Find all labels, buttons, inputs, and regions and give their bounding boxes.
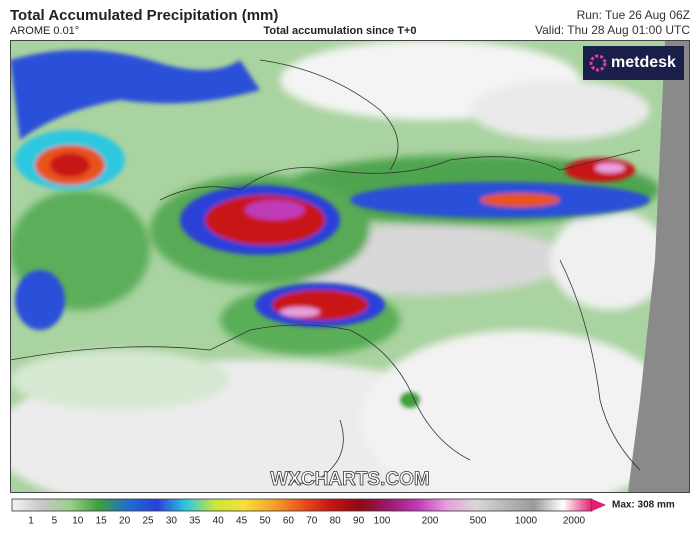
colorbar-max: Max: 308 mm — [612, 500, 675, 511]
colorbar-ticks: 1 5 10 15 20 25 30 35 40 45 50 60 70 80 90 100 200 500 100… — [28, 516, 585, 527]
colorbar-tick-label: 70 — [306, 516, 318, 527]
colorbar-tick-label: 100 — [374, 516, 391, 527]
colorbar-tick-label: 2000 — [563, 516, 586, 527]
map-frame — [10, 40, 690, 493]
colorbar-tick-label: 40 — [213, 516, 225, 527]
colorbar-tick-label: 1000 — [515, 516, 538, 527]
colorbar-tick-label: 200 — [422, 516, 439, 527]
colorbar-tick-label: 10 — [72, 516, 84, 527]
watermark: WXCHARTS.COM — [270, 469, 429, 490]
colorbar-tick-label: 15 — [96, 516, 108, 527]
colorbar-tick-label: 50 — [259, 516, 271, 527]
logo-icon — [589, 54, 607, 72]
colorbar-tick-label: 90 — [353, 516, 365, 527]
colorbar-tick-label: 25 — [142, 516, 154, 527]
logo: metdesk — [611, 54, 676, 71]
title: Total Accumulated Precipitation (mm) — [10, 7, 278, 24]
colorbar-tick-label: 30 — [166, 516, 178, 527]
model: AROME 0.01° — [10, 25, 79, 37]
colorbar-tick-label: 35 — [189, 516, 201, 527]
colorbar-arrow — [592, 499, 606, 511]
map — [10, 41, 690, 492]
colorbar-tick-label: 500 — [470, 516, 487, 527]
colorbar-tick-label: 5 — [52, 516, 58, 527]
colorbar-tick-label: 80 — [330, 516, 342, 527]
colorbar-tick-label: 20 — [119, 516, 131, 527]
subtitle: Total accumulation since T+0 — [264, 25, 417, 37]
colorbar-tick-label: 60 — [283, 516, 295, 527]
colorbar — [11, 498, 593, 512]
run: Run: Tue 26 Aug 06Z — [577, 8, 690, 22]
colorbar-tick-label: 1 — [28, 516, 34, 527]
colorbar-tick-label: 45 — [236, 516, 248, 527]
logo-box — [583, 46, 684, 80]
valid: Valid: Thu 28 Aug 01:00 UTC — [535, 23, 690, 37]
